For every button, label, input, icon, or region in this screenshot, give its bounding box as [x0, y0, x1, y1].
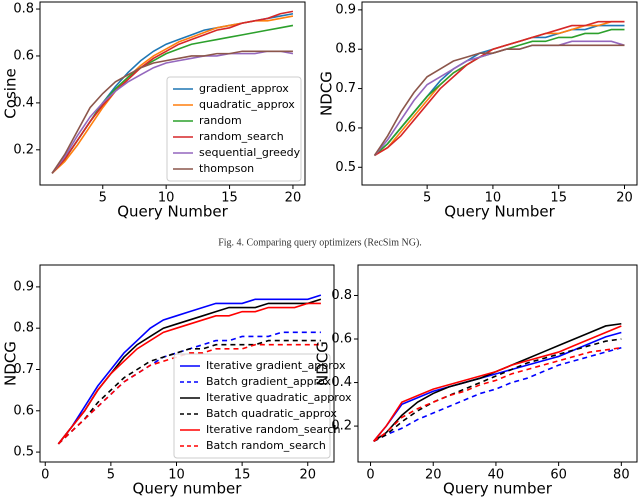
- x-axis-label: Query Number: [117, 203, 228, 221]
- x-axis-label: Query number: [133, 480, 243, 498]
- legend-label: sequential_greedy: [199, 146, 301, 159]
- line: [373, 40, 625, 156]
- legend-label: Batch gradient_approx: [206, 375, 331, 388]
- line: [373, 331, 622, 442]
- plot-frame: [361, 1, 638, 186]
- x-tick-label: 5: [423, 191, 431, 206]
- x-tick-label: 10: [485, 191, 502, 206]
- x-tick-label: 0: [366, 468, 374, 483]
- line: [373, 338, 622, 443]
- y-axis-label: Cosine: [2, 68, 20, 118]
- legend-label: thompson: [199, 162, 254, 175]
- plot-frame: [357, 264, 638, 463]
- x-tick-label: 60: [550, 468, 567, 483]
- legend-label: Iterative gradient_approx: [206, 359, 346, 372]
- y-tick-label: 0.6: [331, 332, 352, 347]
- y-tick-label: 0.7: [335, 81, 356, 96]
- x-tick-label: 80: [613, 468, 630, 483]
- x-axis-label: Query Number: [444, 203, 555, 221]
- line: [374, 20, 625, 157]
- legend-label: random: [199, 114, 242, 127]
- line: [373, 44, 625, 156]
- line: [57, 339, 321, 445]
- y-tick-label: 0.2: [331, 419, 352, 434]
- y-tick-label: 0.8: [13, 321, 34, 336]
- legend-label: Iterative random_search: [206, 423, 340, 436]
- plot-frame: [39, 264, 335, 463]
- y-tick-label: 0.6: [13, 403, 34, 418]
- x-tick-label: 5: [107, 468, 115, 483]
- line: [373, 346, 622, 443]
- y-tick-label: 0.2: [13, 142, 34, 157]
- x-tick-label: 20: [425, 468, 442, 483]
- y-tick-label: 0.8: [335, 42, 356, 57]
- legend-label: gradient_approx: [199, 82, 289, 95]
- legend-box: [173, 353, 331, 459]
- x-tick-label: 20: [299, 468, 316, 483]
- legend-label: Batch random_search: [206, 439, 326, 452]
- x-tick-label: 15: [234, 468, 251, 483]
- x-tick-label: 20: [616, 191, 633, 206]
- y-axis-label: NDCG: [314, 341, 332, 386]
- line: [373, 28, 625, 157]
- line: [51, 10, 294, 174]
- y-axis-label: NDCG: [318, 71, 336, 116]
- y-tick-label: 0.4: [13, 95, 34, 110]
- y-tick-label: 0.7: [13, 362, 34, 377]
- legend-label: Iterative quadratic_approx: [206, 391, 352, 404]
- y-tick-label: 0.9: [13, 279, 34, 294]
- line: [373, 325, 622, 442]
- line: [57, 343, 321, 445]
- y-axis-label: NDCG: [2, 341, 20, 386]
- caption: Fig. 4. Comparing query optimizers (RecS…: [218, 237, 422, 248]
- y-tick-label: 0.5: [13, 445, 34, 460]
- x-tick-label: 5: [99, 191, 107, 206]
- y-tick-label: 0.8: [331, 288, 352, 303]
- line: [51, 50, 294, 174]
- line: [57, 302, 321, 445]
- legend-label: Batch quadratic_approx: [206, 407, 337, 420]
- legend-label: quadratic_approx: [199, 98, 295, 111]
- x-tick-label: 0: [41, 468, 49, 483]
- x-axis-label: Query number: [443, 480, 553, 498]
- line: [373, 346, 622, 442]
- line: [57, 294, 322, 445]
- x-tick-label: 40: [488, 468, 505, 483]
- y-tick-label: 0.6: [13, 48, 34, 63]
- y-tick-label: 0.4: [331, 375, 352, 390]
- x-tick-label: 15: [221, 191, 238, 206]
- legend-box: [166, 76, 302, 182]
- x-tick-label: 15: [550, 191, 567, 206]
- y-tick-label: 0.5: [335, 160, 356, 175]
- legend-label: random_search: [199, 130, 284, 143]
- y-tick-label: 0.6: [335, 120, 356, 135]
- legend: Iterative gradient_approx Batch gradient_…: [173, 353, 352, 459]
- line: [51, 50, 293, 174]
- plot-frame: [39, 1, 306, 186]
- y-tick-label: 0.8: [13, 2, 34, 17]
- x-tick-label: 10: [158, 191, 175, 206]
- x-tick-label: 20: [285, 191, 302, 206]
- x-tick-label: 10: [168, 468, 185, 483]
- y-tick-label: 0.9: [335, 2, 356, 17]
